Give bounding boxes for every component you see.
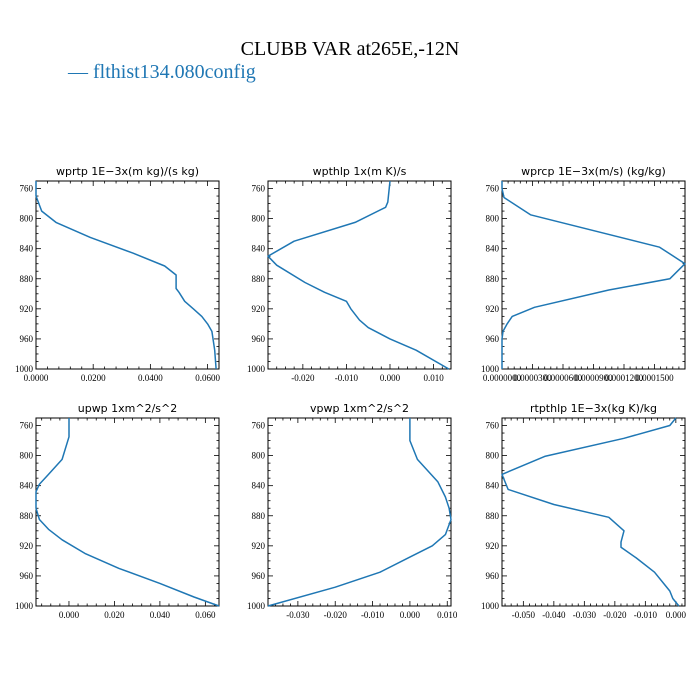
y-tick-label: 840 bbox=[486, 481, 500, 491]
x-tick-label: 0.0000600 bbox=[544, 373, 583, 383]
x-tick-label: 0.010 bbox=[423, 373, 444, 383]
y-tick-label: 960 bbox=[20, 571, 34, 581]
y-tick-label: 920 bbox=[486, 304, 500, 314]
x-tick-label: -0.050 bbox=[512, 610, 536, 620]
y-tick-label: 1000 bbox=[481, 364, 500, 374]
y-tick-label: 1000 bbox=[247, 601, 266, 611]
panel-title: wpthlp 1x(m K)/s bbox=[313, 165, 407, 178]
y-tick-label: 800 bbox=[20, 451, 34, 461]
y-tick-label: 800 bbox=[486, 214, 500, 224]
x-tick-label: -0.010 bbox=[361, 610, 385, 620]
x-tick-label: -0.030 bbox=[286, 610, 310, 620]
x-tick-label: 0.040 bbox=[150, 610, 171, 620]
panel-4: upwp 1xm^2/s^2 760 800 840 880 920 960 1000 0.00… bbox=[15, 402, 220, 620]
y-tick-label: 840 bbox=[252, 244, 266, 254]
x-tick-label: 0.0000900 bbox=[574, 373, 613, 383]
series-line bbox=[267, 180, 450, 370]
y-tick-label: 840 bbox=[252, 481, 266, 491]
panel-title: upwp 1xm^2/s^2 bbox=[78, 402, 178, 415]
x-tick-label: 0.000 bbox=[380, 373, 401, 383]
series-line bbox=[35, 418, 220, 607]
y-tick-label: 760 bbox=[486, 184, 500, 194]
y-tick-label: 880 bbox=[486, 274, 500, 284]
panel-title: rtpthlp 1E−3x(kg K)/kg bbox=[530, 402, 657, 415]
panel-1: wprtp 1E−3x(m kg)/(s kg) 760 800 840 880 920 9… bbox=[15, 165, 220, 383]
y-tick-label: 760 bbox=[252, 184, 266, 194]
x-tick-label: 0.020 bbox=[104, 610, 125, 620]
series-line bbox=[267, 418, 452, 607]
y-tick-label: 960 bbox=[486, 334, 500, 344]
y-tick-label: 960 bbox=[252, 334, 266, 344]
y-tick-label: 960 bbox=[252, 571, 266, 581]
y-tick-label: 960 bbox=[20, 334, 34, 344]
x-tick-label: 0.0200 bbox=[81, 373, 106, 383]
y-tick-label: 800 bbox=[252, 214, 266, 224]
x-tick-label: -0.040 bbox=[542, 610, 566, 620]
y-tick-label: 760 bbox=[252, 421, 266, 431]
plot-frame bbox=[501, 180, 686, 370]
x-tick-label: 0.0000300 bbox=[513, 373, 552, 383]
panel-5: vpwp 1xm^2/s^2 760 800 840 880 920 960 1000 -0.0… bbox=[247, 402, 458, 620]
series-line bbox=[501, 181, 686, 369]
y-tick-label: 1000 bbox=[15, 364, 34, 374]
plot-frame bbox=[35, 417, 220, 607]
y-tick-label: 840 bbox=[486, 244, 500, 254]
series-line bbox=[501, 417, 680, 607]
x-tick-label: 0.000 bbox=[400, 610, 421, 620]
legend-entry: — flthist134.080config bbox=[67, 61, 256, 83]
panel-2: wpthlp 1x(m K)/s 760 800 840 880 920 960 1000 -0… bbox=[247, 165, 452, 383]
x-tick-label: 0.0001200 bbox=[605, 373, 644, 383]
y-tick-label: 920 bbox=[486, 541, 500, 551]
x-tick-label: 0.0001500 bbox=[635, 373, 674, 383]
y-tick-label: 1000 bbox=[481, 601, 500, 611]
y-tick-label: 920 bbox=[20, 541, 34, 551]
panel-title: wprtp 1E−3x(m kg)/(s kg) bbox=[56, 165, 199, 178]
y-tick-label: 880 bbox=[486, 511, 500, 521]
y-tick-label: 960 bbox=[486, 571, 500, 581]
figure-title: CLUBB VAR at265E,-12N bbox=[241, 38, 460, 60]
x-tick-label: 0.0000 bbox=[24, 373, 49, 383]
plot-frame bbox=[267, 417, 452, 607]
y-tick-label: 880 bbox=[252, 511, 266, 521]
x-tick-label: 0.0400 bbox=[138, 373, 163, 383]
plot-frame bbox=[267, 180, 452, 370]
y-tick-label: 920 bbox=[20, 304, 34, 314]
panel-title: vpwp 1xm^2/s^2 bbox=[310, 402, 409, 415]
y-tick-label: 760 bbox=[486, 421, 500, 431]
plot-frame bbox=[35, 180, 220, 370]
x-tick-label: 0.000 bbox=[666, 610, 687, 620]
x-tick-label: -0.010 bbox=[335, 373, 359, 383]
plot-frame bbox=[501, 417, 686, 607]
y-tick-label: 1000 bbox=[247, 364, 266, 374]
x-tick-label: -0.020 bbox=[324, 610, 348, 620]
x-tick-label: 0.0000000 bbox=[483, 373, 522, 383]
panel-6: rtpthlp 1E−3x(kg K)/kg 760 800 840 880 920 960… bbox=[481, 402, 686, 620]
panel-title: wprcp 1E−3x(m/s) (kg/kg) bbox=[521, 165, 666, 178]
panel-3: wprcp 1E−3x(m/s) (kg/kg) 760 800 840 880 920 9… bbox=[481, 165, 686, 383]
x-tick-label: -0.020 bbox=[291, 373, 315, 383]
y-tick-label: 880 bbox=[20, 274, 34, 284]
y-tick-label: 880 bbox=[252, 274, 266, 284]
y-tick-label: 760 bbox=[20, 184, 34, 194]
y-tick-label: 800 bbox=[252, 451, 266, 461]
series-line bbox=[35, 181, 217, 370]
y-tick-label: 1000 bbox=[15, 601, 34, 611]
x-tick-label: -0.020 bbox=[603, 610, 627, 620]
y-tick-label: 760 bbox=[20, 421, 34, 431]
x-tick-label: -0.010 bbox=[634, 610, 658, 620]
panel-grid: wprtp 1E−3x(m kg)/(s kg) 760 800 840 880 920 9… bbox=[15, 165, 686, 620]
y-tick-label: 880 bbox=[20, 511, 34, 521]
y-tick-label: 800 bbox=[20, 214, 34, 224]
y-tick-label: 800 bbox=[486, 451, 500, 461]
x-tick-label: -0.030 bbox=[573, 610, 597, 620]
x-tick-label: 0.0600 bbox=[195, 373, 220, 383]
x-tick-label: 0.010 bbox=[437, 610, 458, 620]
y-tick-label: 920 bbox=[252, 304, 266, 314]
x-tick-label: 0.000 bbox=[59, 610, 80, 620]
y-tick-label: 840 bbox=[20, 481, 34, 491]
x-tick-label: 0.060 bbox=[195, 610, 216, 620]
y-tick-label: 920 bbox=[252, 541, 266, 551]
y-tick-label: 840 bbox=[20, 244, 34, 254]
